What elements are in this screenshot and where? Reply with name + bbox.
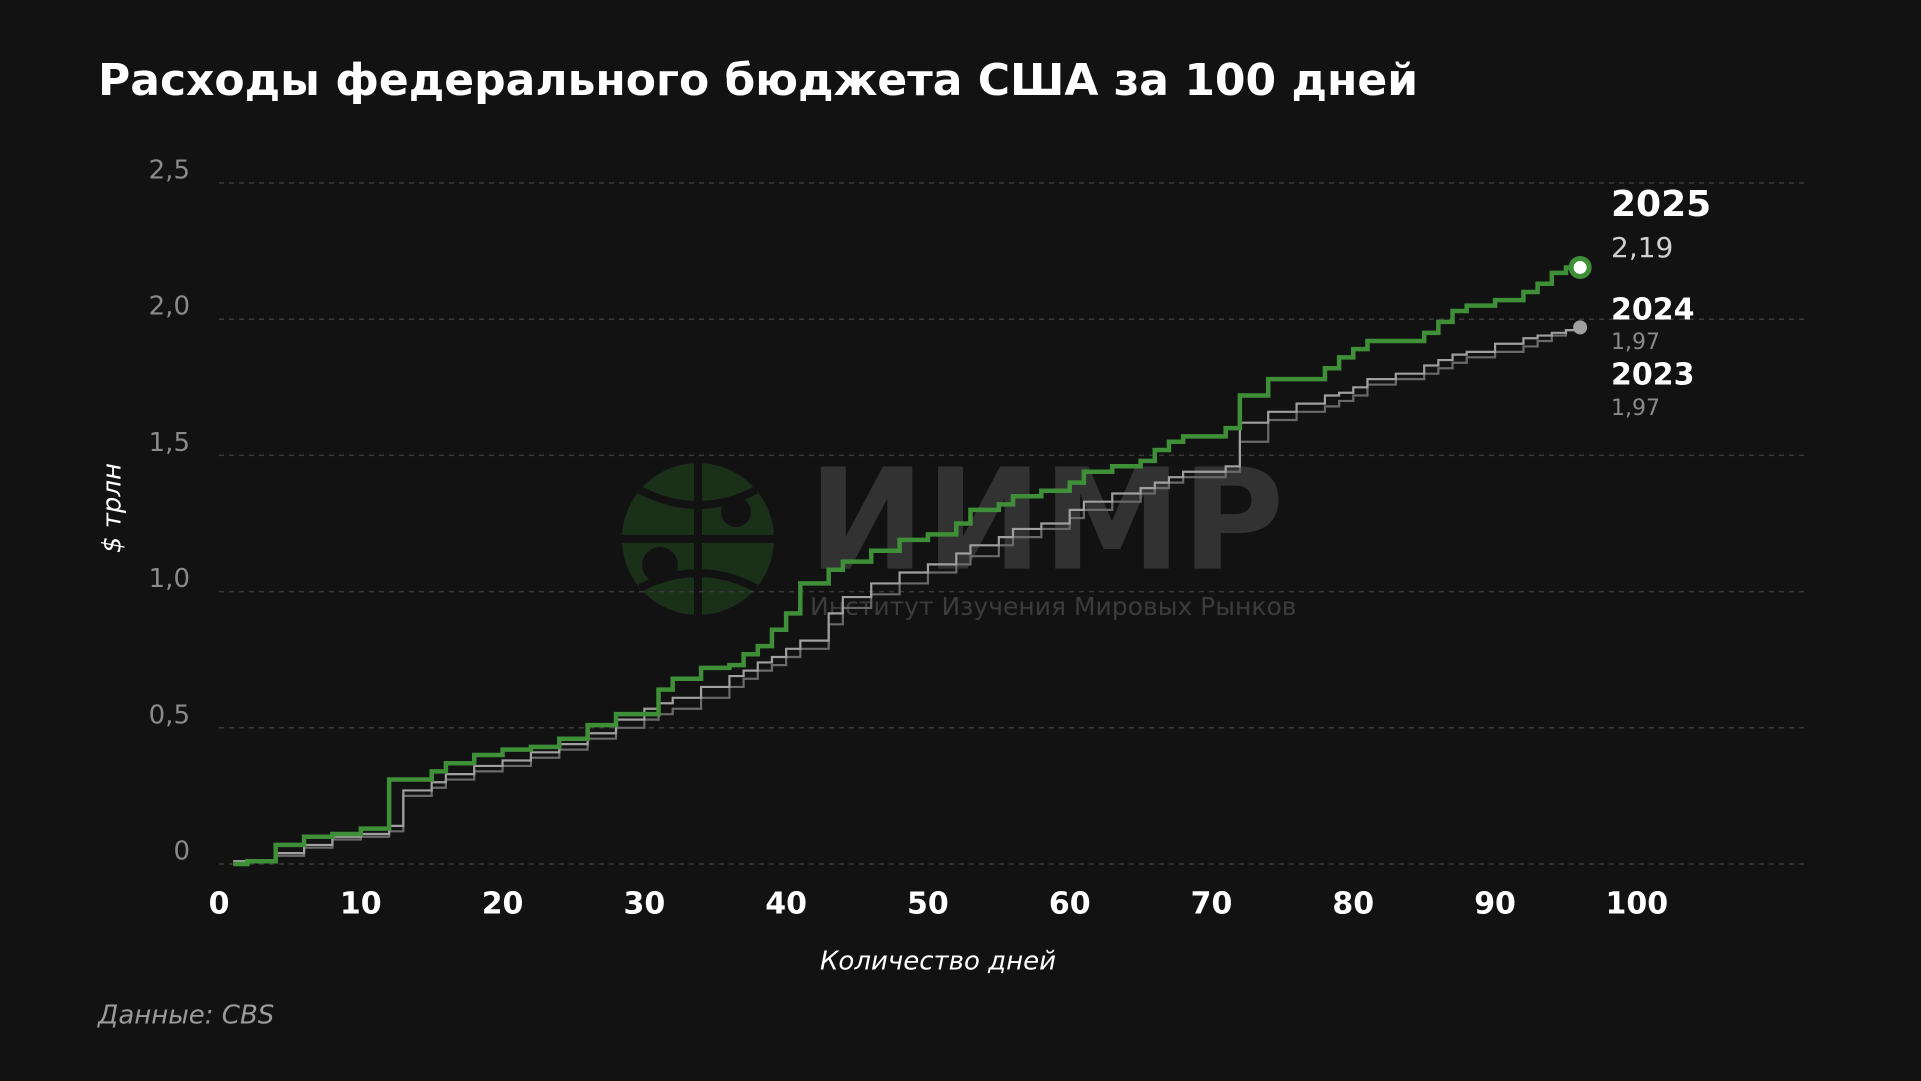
x-tick-label: 60 [1049, 887, 1091, 922]
x-tick-label: 0 [209, 887, 230, 922]
x-tick-label: 80 [1332, 887, 1374, 922]
y-tick-label: 0 [173, 837, 190, 867]
x-tick-label: 100 [1606, 887, 1669, 922]
x-tick-label: 10 [340, 887, 382, 922]
y-tick-label: 2,5 [149, 156, 190, 186]
x-tick-label: 20 [482, 887, 524, 922]
chart-title: Расходы федерального бюджета США за 100 … [98, 55, 1418, 106]
end-value-label: 1,97 [1611, 396, 1660, 421]
y-tick-label: 1,0 [149, 564, 190, 594]
watermark-title: ИИМР [808, 440, 1284, 603]
x-tick-label: 40 [765, 887, 807, 922]
x-tick-label: 50 [907, 887, 949, 922]
x-axis-label: Количество дней [820, 947, 1056, 977]
y-tick-label: 2,0 [149, 292, 190, 322]
legend-label: 2024 [1611, 293, 1695, 328]
series-line [233, 327, 1582, 863]
watermark-subtitle: Институт Изучения Мировых Рынков [810, 592, 1296, 621]
source: Данные: CBS [97, 1001, 274, 1031]
legend-label: 2023 [1611, 358, 1695, 393]
end-value-label: 2,19 [1611, 231, 1673, 264]
y-tick-label: 1,5 [149, 428, 190, 458]
x-tick-label: 70 [1191, 887, 1233, 922]
watermark-logo [622, 463, 774, 615]
end-value-label: 1,97 [1611, 330, 1660, 355]
series-line [233, 265, 1581, 867]
y-tick-label: 0,5 [149, 700, 190, 730]
y-axis-label: $ трлн [98, 463, 128, 553]
legend-label: 2025 [1611, 184, 1711, 225]
x-tick-label: 30 [623, 887, 665, 922]
x-tick-label: 90 [1474, 887, 1516, 922]
end-marker [1573, 320, 1588, 335]
end-marker [1568, 255, 1592, 279]
